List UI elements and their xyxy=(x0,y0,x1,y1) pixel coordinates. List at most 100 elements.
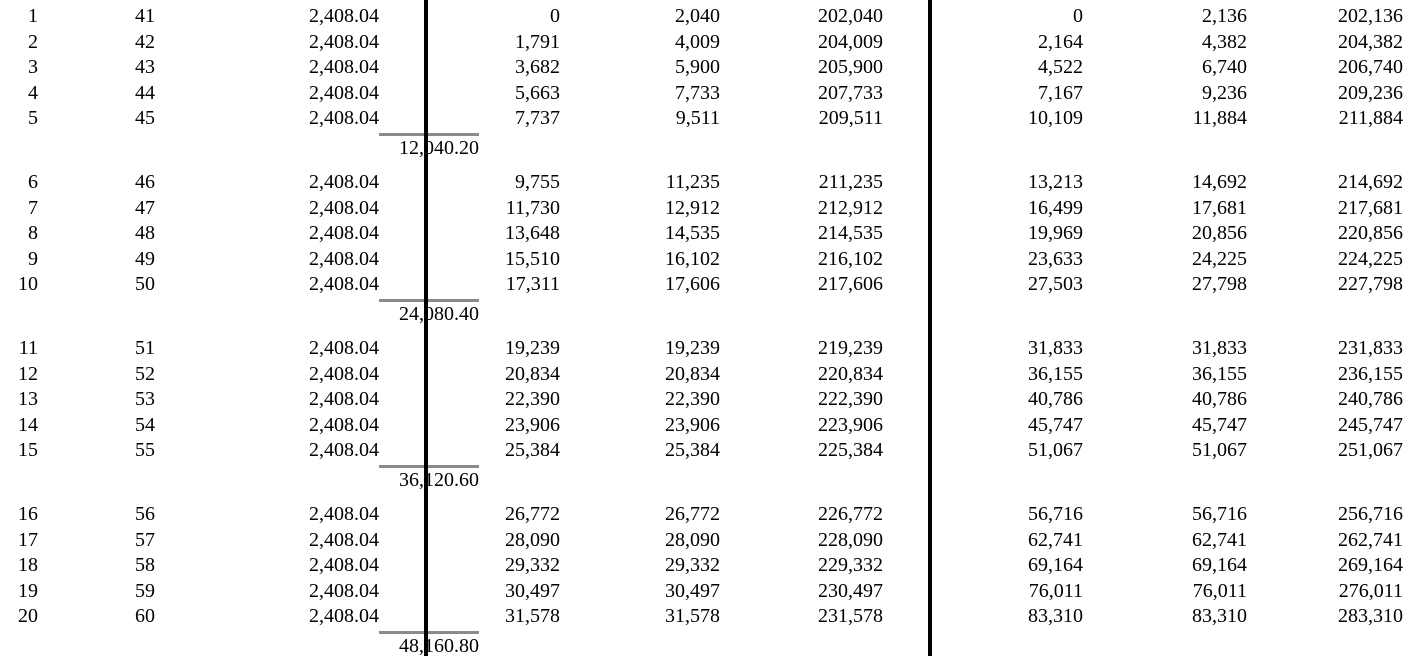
cell-policy-year: 1 xyxy=(28,5,38,27)
cell-sec3-value3: 262,741 xyxy=(1338,528,1403,551)
table-row: 1 41 2,408.04 0 2,040 202,040 0 2,136 202,136 xyxy=(0,5,1417,31)
cell-sec3-value1: 45,747 xyxy=(1028,413,1083,436)
cell-sec3-value2: 56,716 xyxy=(1192,503,1247,525)
cell-sec2-value1: 26,772 xyxy=(505,503,560,525)
cell-sec3-value2: 24,225 xyxy=(1192,247,1247,270)
cell-annual-premium: 2,408.04 xyxy=(309,579,379,602)
cell-sec2-value3: 209,511 xyxy=(818,107,883,129)
cell-sec2-value2: 4,009 xyxy=(675,30,720,53)
cell-sec2-value3: 231,578 xyxy=(818,605,883,627)
cell-sec3-value3: 211,884 xyxy=(1338,107,1403,129)
cell-annual-premium: 2,408.04 xyxy=(309,273,379,295)
table-row: 19 59 2,408.04 30,497 30,497 230,497 76,011 76,… xyxy=(0,580,1417,606)
cell-policy-year: 11 xyxy=(18,337,38,359)
cell-sec2-value2: 25,384 xyxy=(665,439,720,461)
cell-sec3-value1: 40,786 xyxy=(1028,388,1083,410)
cell-sec3-value2: 6,740 xyxy=(1202,56,1247,78)
table-row: 16 56 2,408.04 26,772 26,772 226,772 56,716 56,… xyxy=(0,503,1417,529)
cell-policy-year: 5 xyxy=(28,107,38,129)
cell-sec2-value3: 229,332 xyxy=(818,554,883,576)
cell-age: 42 xyxy=(135,30,155,53)
table-row: 6 46 2,408.04 9,755 11,235 211,235 13,213 14,69… xyxy=(0,171,1417,197)
cell-sec3-value2: 83,310 xyxy=(1192,605,1247,627)
cell-sec2-value3: 223,906 xyxy=(818,413,883,436)
table-row: 20 60 2,408.04 31,578 31,578 231,578 83,310 83,… xyxy=(0,605,1417,631)
cell-age: 52 xyxy=(135,362,155,385)
cell-policy-year: 17 xyxy=(18,528,38,551)
cell-policy-year: 16 xyxy=(18,503,38,525)
premium-subtotal: 48,160.80 xyxy=(379,630,479,656)
cell-age: 49 xyxy=(135,247,155,270)
cell-annual-premium: 2,408.04 xyxy=(309,388,379,410)
cell-sec3-value3: 240,786 xyxy=(1338,388,1403,410)
cell-sec2-value3: 207,733 xyxy=(818,81,883,104)
cell-sec3-value1: 4,522 xyxy=(1038,56,1083,78)
cell-sec3-value1: 10,109 xyxy=(1028,107,1083,129)
cell-sec2-value1: 23,906 xyxy=(505,413,560,436)
cell-sec2-value1: 15,510 xyxy=(505,247,560,270)
cell-sec2-value1: 9,755 xyxy=(515,171,560,193)
cell-annual-premium: 2,408.04 xyxy=(309,413,379,436)
cell-sec3-value3: 214,692 xyxy=(1338,171,1403,193)
cell-sec2-value2: 16,102 xyxy=(665,247,720,270)
premium-subtotal: 12,040.20 xyxy=(379,132,479,160)
table-row: 14 54 2,408.04 23,906 23,906 223,906 45,747 45,… xyxy=(0,414,1417,440)
cell-policy-year: 18 xyxy=(18,554,38,576)
cell-sec3-value2: 14,692 xyxy=(1192,171,1247,193)
cell-sec3-value3: 251,067 xyxy=(1338,439,1403,461)
cell-sec3-value2: 27,798 xyxy=(1192,273,1247,295)
cell-sec3-value1: 13,213 xyxy=(1028,171,1083,193)
table-row: 4 44 2,408.04 5,663 7,733 207,733 7,167 9,236 20… xyxy=(0,82,1417,108)
cell-sec2-value2: 7,733 xyxy=(675,81,720,104)
table-row: 17 57 2,408.04 28,090 28,090 228,090 62,741 62,… xyxy=(0,529,1417,555)
cell-sec2-value1: 22,390 xyxy=(505,388,560,410)
cell-annual-premium: 2,408.04 xyxy=(309,605,379,627)
cell-age: 55 xyxy=(135,439,155,461)
cell-sec3-value1: 69,164 xyxy=(1028,554,1083,576)
table-row: 7 47 2,408.04 11,730 12,912 212,912 16,499 17,6… xyxy=(0,197,1417,223)
cell-sec2-value3: 217,606 xyxy=(818,273,883,295)
cell-policy-year: 8 xyxy=(28,222,38,244)
cell-sec3-value1: 76,011 xyxy=(1028,579,1083,602)
cell-sec2-value2: 5,900 xyxy=(675,56,720,78)
cell-policy-year: 13 xyxy=(18,388,38,410)
cell-sec2-value2: 28,090 xyxy=(665,528,720,551)
cell-annual-premium: 2,408.04 xyxy=(309,362,379,385)
table-row: 5 45 2,408.04 7,737 9,511 209,511 10,109 11,884… xyxy=(0,107,1417,133)
cell-sec2-value1: 1,791 xyxy=(515,30,560,53)
cell-sec2-value1: 29,332 xyxy=(505,554,560,576)
cell-sec2-value1: 5,663 xyxy=(515,81,560,104)
cell-sec3-value2: 31,833 xyxy=(1192,337,1247,359)
table-row: 3 43 2,408.04 3,682 5,900 205,900 4,522 6,740 20… xyxy=(0,56,1417,82)
cell-policy-year: 15 xyxy=(18,439,38,461)
cell-policy-year: 14 xyxy=(18,413,38,436)
cell-sec2-value1: 28,090 xyxy=(505,528,560,551)
cell-sec3-value2: 9,236 xyxy=(1202,81,1247,104)
table-row: 13 53 2,408.04 22,390 22,390 222,390 40,786 40,… xyxy=(0,388,1417,414)
cell-sec2-value2: 20,834 xyxy=(665,362,720,385)
cell-policy-year: 3 xyxy=(28,56,38,78)
cell-annual-premium: 2,408.04 xyxy=(309,503,379,525)
cell-annual-premium: 2,408.04 xyxy=(309,337,379,359)
cell-sec2-value1: 7,737 xyxy=(515,107,560,129)
cell-annual-premium: 2,408.04 xyxy=(309,56,379,78)
cell-policy-year: 19 xyxy=(18,579,38,602)
cell-sec3-value2: 11,884 xyxy=(1192,107,1247,129)
cell-sec2-value1: 0 xyxy=(550,5,560,27)
cell-sec2-value2: 2,040 xyxy=(675,5,720,27)
cell-policy-year: 7 xyxy=(28,196,38,219)
cell-sec3-value2: 4,382 xyxy=(1202,30,1247,53)
cell-age: 41 xyxy=(135,5,155,27)
cell-sec3-value2: 51,067 xyxy=(1192,439,1247,461)
cell-sec3-value1: 31,833 xyxy=(1028,337,1083,359)
cell-sec3-value1: 2,164 xyxy=(1038,30,1083,53)
cell-sec2-value1: 25,384 xyxy=(505,439,560,461)
cell-sec2-value3: 226,772 xyxy=(818,503,883,525)
subtotal-row: 24,080.40 xyxy=(0,298,1417,325)
cell-sec3-value3: 231,833 xyxy=(1338,337,1403,359)
table-row: 9 49 2,408.04 15,510 16,102 216,102 23,633 24,2… xyxy=(0,248,1417,274)
row-group-4: 16 56 2,408.04 26,772 26,772 226,772 56,716 56,… xyxy=(0,503,1417,656)
subtotal-row: 12,040.20 xyxy=(0,132,1417,160)
cell-sec2-value1: 17,311 xyxy=(505,273,560,295)
section-divider-left xyxy=(424,0,428,656)
